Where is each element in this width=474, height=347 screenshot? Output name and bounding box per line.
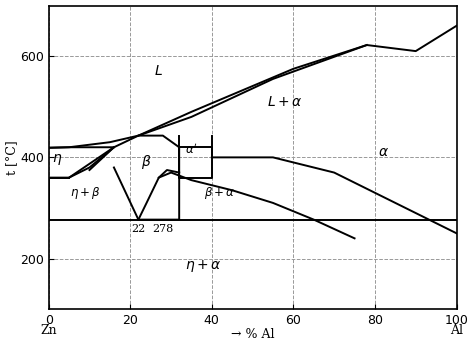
Text: $\beta+\alpha$: $\beta+\alpha$	[204, 185, 236, 201]
Text: $\eta$: $\eta$	[52, 152, 62, 167]
Y-axis label: t [°C]: t [°C]	[6, 140, 18, 175]
Text: $\beta$: $\beta$	[141, 153, 152, 171]
Text: Al: Al	[450, 324, 463, 337]
Text: $\alpha'$: $\alpha'$	[185, 143, 198, 157]
Text: 278: 278	[152, 224, 173, 234]
Text: 22: 22	[131, 224, 146, 234]
Text: $L + \alpha$: $L + \alpha$	[267, 95, 303, 109]
X-axis label: → % Al: → % Al	[231, 329, 274, 341]
Text: $\eta+\alpha$: $\eta+\alpha$	[185, 258, 222, 274]
Text: Zn: Zn	[40, 324, 57, 337]
Text: $\eta+\beta$: $\eta+\beta$	[70, 185, 101, 201]
Text: $L$: $L$	[155, 64, 163, 78]
Text: $\alpha$: $\alpha$	[378, 145, 389, 159]
